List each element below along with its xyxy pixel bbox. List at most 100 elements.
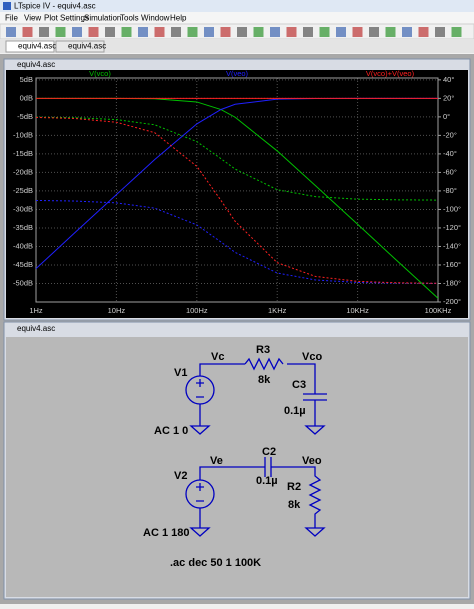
- toolbar-button[interactable]: [253, 27, 264, 37]
- toolbar-button[interactable]: [402, 27, 412, 37]
- schematic-label: AC 1 0: [154, 425, 188, 437]
- menu-item[interactable]: View: [24, 14, 41, 23]
- schematic-label: R2: [287, 481, 301, 493]
- y2-tick-label: -140°: [443, 241, 461, 250]
- y2-tick-label: -160°: [443, 260, 461, 269]
- phase-line: [35, 199, 439, 284]
- phase-line: [35, 116, 439, 284]
- x-tick-label: 1Hz: [29, 306, 43, 315]
- toolbar-button[interactable]: [319, 27, 330, 37]
- plot-background: [6, 70, 468, 318]
- legend-entry[interactable]: V(veo): [226, 69, 249, 78]
- toolbar-button[interactable]: [171, 27, 181, 37]
- y-tick-label: -20dB: [13, 167, 33, 176]
- menu-item[interactable]: Help: [170, 14, 187, 23]
- window-title: LTspice IV - equiv4.asc: [14, 2, 96, 11]
- v1-polarity: [196, 379, 204, 398]
- schematic-label: 8k: [258, 374, 271, 386]
- y2-tick-label: 40°: [443, 75, 454, 84]
- toolbar-button[interactable]: [121, 27, 132, 37]
- schematic-label: R3: [256, 344, 270, 356]
- y-tick-label: -50dB: [13, 278, 33, 287]
- y-tick-label: -10dB: [13, 130, 33, 139]
- y2-tick-label: -180°: [443, 278, 461, 287]
- schematic-label: C2: [262, 446, 276, 458]
- toolbar-button[interactable]: [187, 27, 198, 37]
- menu-item[interactable]: Simulation: [84, 14, 121, 23]
- y-tick-label: -40dB: [13, 241, 33, 250]
- title-bar: [0, 0, 474, 12]
- y2-tick-label: -40°: [443, 149, 457, 158]
- ground-2: [189, 527, 326, 537]
- toolbar-button[interactable]: [88, 27, 99, 37]
- y-tick-label: 0dB: [20, 93, 33, 102]
- menu-bar: [0, 12, 474, 24]
- schematic-label: Ve: [210, 455, 223, 467]
- y2-tick-label: 0°: [443, 112, 450, 121]
- toolbar-button[interactable]: [220, 27, 231, 37]
- toolbar-button[interactable]: [451, 27, 462, 37]
- toolbar-button[interactable]: [105, 27, 115, 37]
- phase-line: [35, 116, 439, 201]
- y-tick-label: -35dB: [13, 223, 33, 232]
- toolbar-button[interactable]: [39, 27, 49, 37]
- schematic-label: V1: [174, 367, 187, 379]
- y-tick-label: -30dB: [13, 204, 33, 213]
- ground-1: [189, 425, 326, 435]
- schematic-label: 0.1µ: [284, 405, 306, 417]
- schematic-label: 8k: [288, 499, 301, 511]
- toolbar-button[interactable]: [154, 27, 165, 37]
- toolbar-button[interactable]: [204, 27, 214, 37]
- toolbar-button[interactable]: [369, 27, 379, 37]
- circuit-2-wires: [199, 457, 322, 528]
- schematic-window-title: equiv4.asc: [17, 324, 55, 333]
- y-tick-label: -45dB: [13, 260, 33, 269]
- toolbar-button[interactable]: [435, 27, 445, 37]
- x-tick-label: 100Hz: [186, 306, 208, 315]
- tab-label[interactable]: equiv4.asc: [68, 42, 106, 51]
- toolbar-button[interactable]: [286, 27, 297, 37]
- menu-item[interactable]: File: [5, 14, 18, 23]
- x-tick-label: 10Hz: [108, 306, 126, 315]
- toolbar-button[interactable]: [336, 27, 346, 37]
- schematic-label: AC 1 180: [143, 527, 189, 539]
- toolbar-button[interactable]: [72, 27, 82, 37]
- y2-tick-label: -20°: [443, 130, 457, 139]
- tab-label[interactable]: equiv4.asc: [18, 42, 56, 51]
- legend-entry[interactable]: V(vco): [89, 69, 111, 78]
- schematic-label: .ac dec 50 1 100K: [170, 557, 261, 569]
- toolbar-button[interactable]: [303, 27, 313, 37]
- schematic-label: Vc: [211, 351, 224, 363]
- tab[interactable]: [55, 40, 105, 53]
- y2-tick-label: -100°: [443, 204, 461, 213]
- schematic-label: C3: [292, 379, 306, 391]
- x-tick-label: 1KHz: [268, 306, 287, 315]
- y2-tick-label: 20°: [443, 93, 454, 102]
- toolbar-button[interactable]: [6, 27, 16, 37]
- toolbar-button[interactable]: [138, 27, 148, 37]
- tab[interactable]: [5, 40, 55, 53]
- toolbar-button[interactable]: [22, 27, 33, 37]
- y-tick-label: -25dB: [13, 186, 33, 195]
- menu-item[interactable]: Tools: [120, 14, 139, 23]
- y-tick-label: 5dB: [20, 75, 33, 84]
- toolbar-button[interactable]: [270, 27, 280, 37]
- legend-entry[interactable]: V(vco)+V(veo): [366, 69, 415, 78]
- plot-frame: [35, 77, 439, 303]
- menu-item[interactable]: Window: [141, 14, 170, 23]
- x-tick-label: 10KHz: [346, 306, 369, 315]
- y-tick-label: -15dB: [13, 149, 33, 158]
- y2-tick-label: -120°: [443, 223, 461, 232]
- toolbar-button[interactable]: [352, 27, 363, 37]
- toolbar-button[interactable]: [385, 27, 396, 37]
- schematic-label: 0.1µ: [256, 475, 278, 487]
- toolbar-button[interactable]: [237, 27, 247, 37]
- toolbar-button[interactable]: [55, 27, 66, 37]
- toolbar-button[interactable]: [418, 27, 429, 37]
- circuit-1-wires: [199, 357, 327, 426]
- y2-tick-label: -200°: [443, 297, 461, 306]
- tab-bar: [0, 39, 474, 53]
- menu-item[interactable]: Plot Settings: [44, 14, 89, 23]
- app-icon: [3, 2, 11, 10]
